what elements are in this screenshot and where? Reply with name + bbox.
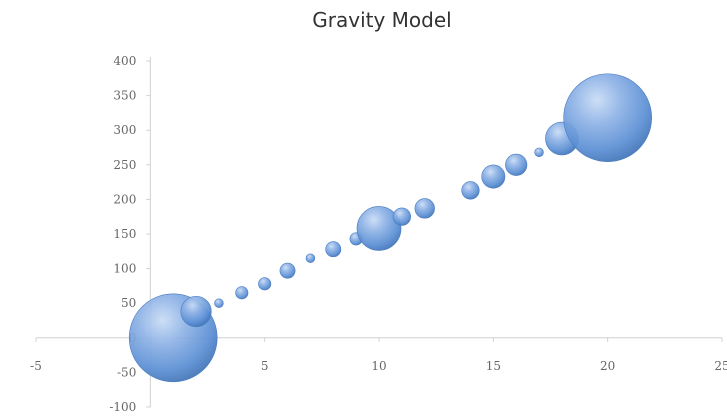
x-tick-label: 15 bbox=[486, 359, 501, 373]
x-tick-label: -5 bbox=[30, 359, 42, 373]
x-tick-label: 25 bbox=[714, 359, 727, 373]
bubble-point bbox=[356, 206, 402, 251]
bubble-point bbox=[505, 153, 528, 176]
y-tick-label: 100 bbox=[113, 262, 136, 276]
bubble-point bbox=[461, 181, 480, 200]
bubble-point bbox=[180, 295, 212, 328]
bubble-point bbox=[534, 147, 544, 158]
bubble-point bbox=[258, 277, 272, 291]
y-tick-label: 250 bbox=[113, 158, 136, 172]
y-tick-label: 200 bbox=[113, 192, 136, 206]
y-tick-label: 300 bbox=[113, 123, 136, 137]
y-tick-label: 150 bbox=[113, 227, 136, 241]
y-tick-label: 400 bbox=[113, 54, 136, 68]
bubble-point bbox=[279, 262, 296, 279]
bubble-point bbox=[325, 241, 342, 258]
bubble-point bbox=[481, 164, 506, 189]
bubble-point bbox=[414, 198, 435, 219]
x-tick-label: 20 bbox=[600, 359, 615, 373]
y-tick-label: -100 bbox=[109, 400, 136, 414]
y-tick-label: 350 bbox=[113, 89, 136, 103]
chart-title: Gravity Model bbox=[312, 8, 452, 32]
y-tick-label: -50 bbox=[117, 365, 136, 379]
bubble-point bbox=[392, 207, 411, 226]
bubble-point bbox=[235, 286, 249, 300]
bubble-point bbox=[563, 73, 652, 163]
y-tick-label: 50 bbox=[121, 296, 136, 310]
x-tick-label: 10 bbox=[371, 359, 386, 373]
bubble-point bbox=[305, 253, 316, 263]
x-tick-label: 5 bbox=[261, 359, 269, 373]
bubble-point bbox=[214, 298, 224, 308]
